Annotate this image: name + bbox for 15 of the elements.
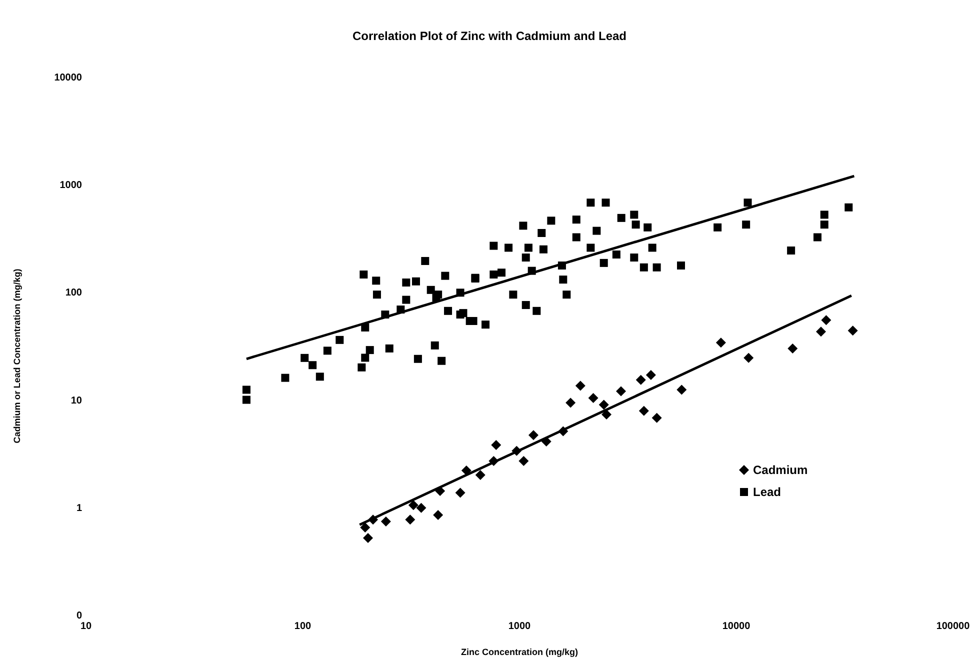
y-tick-label: 100	[65, 288, 82, 299]
y-tick-label: 1	[76, 502, 82, 514]
x-tick-label: 1000	[508, 621, 532, 632]
y-tick-label: 10	[70, 395, 82, 406]
y-axis-title: Cadmium or Lead Concentration (mg/kg)	[12, 268, 22, 444]
y-tick-label: 10000	[54, 72, 82, 84]
x-tick-label: 100	[294, 621, 312, 632]
chart-title: Correlation Plot of Zinc with Cadmium and Lead	[352, 29, 627, 43]
y-tick-label: 0	[76, 610, 82, 622]
x-axis-title: Zinc Concentration (mg/kg)	[461, 647, 578, 657]
legend-label: Cadmium	[753, 463, 808, 478]
x-tick-label: 10000	[722, 621, 751, 632]
x-tick-label: 100000	[936, 621, 970, 632]
y-tick-label: 1000	[60, 180, 82, 192]
legend-label: Lead	[753, 485, 782, 500]
